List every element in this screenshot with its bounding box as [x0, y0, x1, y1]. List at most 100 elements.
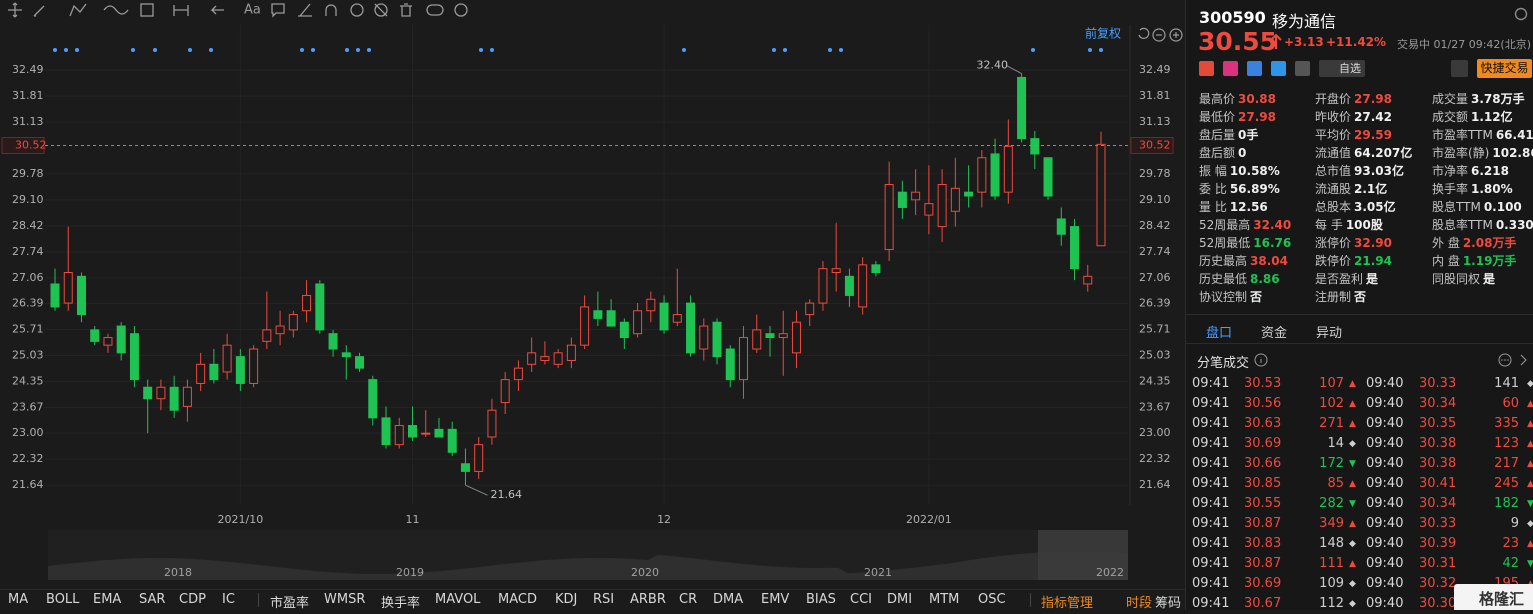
bar-button[interactable]: 时段	[1126, 596, 1153, 611]
candle-body	[302, 294, 312, 312]
indicator-tab[interactable]: MA	[8, 592, 29, 607]
y-tick-label: 31.13	[12, 115, 44, 128]
indicator-tab[interactable]: BOLL	[46, 592, 80, 607]
navigator-year: 2020	[631, 566, 659, 579]
indicator-tab[interactable]: BIAS	[806, 592, 836, 607]
wave-tool[interactable]	[103, 5, 129, 15]
candle-body	[196, 363, 206, 384]
stat-label: 跌停价	[1315, 254, 1352, 268]
candle-body	[143, 386, 153, 400]
alert-button[interactable]	[1451, 60, 1468, 77]
back-tool[interactable]	[210, 5, 224, 15]
range-tool[interactable]	[173, 5, 189, 16]
indicator-tab[interactable]: WMSR	[324, 592, 366, 607]
trade-direction: ◆	[1349, 599, 1356, 609]
last-price-box	[1, 136, 45, 154]
panel-tab[interactable]: 盘口	[1206, 326, 1233, 341]
info-icon[interactable]	[1253, 352, 1269, 368]
candle-body	[447, 428, 457, 453]
indicator-tab[interactable]: MTM	[929, 592, 960, 607]
stat-cell: 涨停价 32.90	[1315, 234, 1392, 251]
font-button[interactable]: Aa	[244, 3, 261, 18]
hide-tool[interactable]	[374, 3, 388, 17]
indicator-tab[interactable]: CCI	[850, 592, 872, 607]
trade-time: 09:40	[1366, 396, 1404, 411]
panel-tab[interactable]: 异动	[1316, 326, 1343, 341]
watch-button[interactable]: 自选	[1319, 60, 1365, 77]
candle-body	[76, 275, 86, 316]
indicator-tab[interactable]: 换手率	[381, 596, 421, 611]
indicator-tab[interactable]: MACD	[498, 592, 537, 607]
indicator-tab[interactable]: ARBR	[630, 592, 666, 607]
candle-body	[1070, 226, 1080, 270]
poly-tool[interactable]	[69, 3, 87, 17]
indicator-tab[interactable]: DMI	[887, 592, 913, 607]
y-tick-label: 21.64	[1139, 478, 1171, 491]
stat-cell: 最高价 30.88	[1199, 90, 1276, 107]
adjust-mode[interactable]: 前复权	[1085, 26, 1121, 41]
candle-body	[791, 321, 801, 354]
stat-value: 38.04	[1250, 254, 1288, 268]
toggle-tool[interactable]	[426, 4, 444, 16]
indicator-tab[interactable]: CR	[679, 592, 698, 607]
navigator-year: 2018	[164, 566, 192, 579]
delete-tool[interactable]	[400, 3, 412, 17]
indicator-tab[interactable]: 市盈率	[270, 596, 310, 611]
quick-trade-button[interactable]: 快捷交易	[1477, 59, 1532, 78]
candle-body	[580, 306, 590, 346]
indicator-tab[interactable]: SAR	[139, 592, 166, 607]
trade-time: 09:40	[1366, 536, 1404, 551]
candle-body	[884, 184, 894, 251]
trade-direction: ▼	[1527, 499, 1533, 509]
line-tool[interactable]	[33, 5, 45, 17]
icon-tag[interactable]	[1271, 61, 1286, 76]
panel-tab[interactable]: 资金	[1261, 326, 1288, 341]
stat-label: 量 比	[1199, 200, 1227, 214]
candle-body	[937, 184, 947, 228]
candle-body	[911, 191, 921, 201]
move-tool[interactable]	[8, 2, 22, 18]
stat-label: 最低价	[1199, 110, 1236, 124]
y-tick-label: 31.81	[12, 89, 44, 102]
eye-tool[interactable]	[350, 3, 364, 17]
note-tool[interactable]	[271, 3, 285, 18]
measure-tool[interactable]	[140, 3, 154, 17]
bar-button[interactable]: 指标管理	[1041, 596, 1094, 611]
trade-time: 09:40	[1366, 576, 1404, 591]
candle-body	[553, 352, 563, 365]
indicator-tab[interactable]: OSC	[978, 592, 1006, 607]
trade-time: 09:40	[1366, 376, 1404, 391]
icon-doc[interactable]	[1295, 61, 1310, 76]
magnet-tool[interactable]	[325, 4, 337, 16]
indicator-tab[interactable]: RSI	[593, 592, 615, 607]
stat-value: 32.40	[1253, 218, 1292, 232]
indicator-tab[interactable]: DMA	[713, 592, 744, 607]
trade-row: 09:41 30.63 271 ▲ 09:40 30.35 335 ▲	[1186, 414, 1533, 434]
navigator-year: 2022	[1096, 566, 1124, 579]
candle-body	[394, 425, 404, 446]
trade-row: 09:41 30.69 14 ◆ 09:40 30.38 123 ▲	[1186, 434, 1533, 454]
zoom-out[interactable]	[1152, 28, 1166, 42]
angle-tool[interactable]	[298, 3, 312, 17]
indicator-tab[interactable]: CDP	[179, 592, 206, 607]
trades-menu[interactable]	[1497, 352, 1531, 368]
candle-body	[262, 329, 272, 342]
settings-tool[interactable]	[454, 3, 468, 17]
icon-share[interactable]	[1247, 61, 1262, 76]
candle-body	[249, 348, 259, 384]
icon-flag[interactable]	[1199, 61, 1214, 76]
panel-settings[interactable]	[1513, 6, 1529, 22]
candle-body	[964, 191, 974, 197]
indicator-tab[interactable]: MAVOL	[435, 592, 481, 607]
zoom-in[interactable]	[1169, 28, 1183, 42]
candle-body	[1030, 138, 1040, 155]
indicator-tab[interactable]: KDJ	[555, 592, 578, 607]
indicator-tab[interactable]: IC	[222, 592, 235, 607]
trade-time: 09:41	[1192, 436, 1230, 451]
indicator-tab[interactable]: EMA	[93, 592, 122, 607]
reset-button[interactable]	[1138, 27, 1150, 39]
indicator-tab[interactable]: EMV	[761, 592, 790, 607]
icon-hot[interactable]	[1223, 61, 1238, 76]
trade-price: 30.38	[1419, 456, 1457, 471]
bar-button[interactable]: 筹码	[1155, 596, 1182, 611]
